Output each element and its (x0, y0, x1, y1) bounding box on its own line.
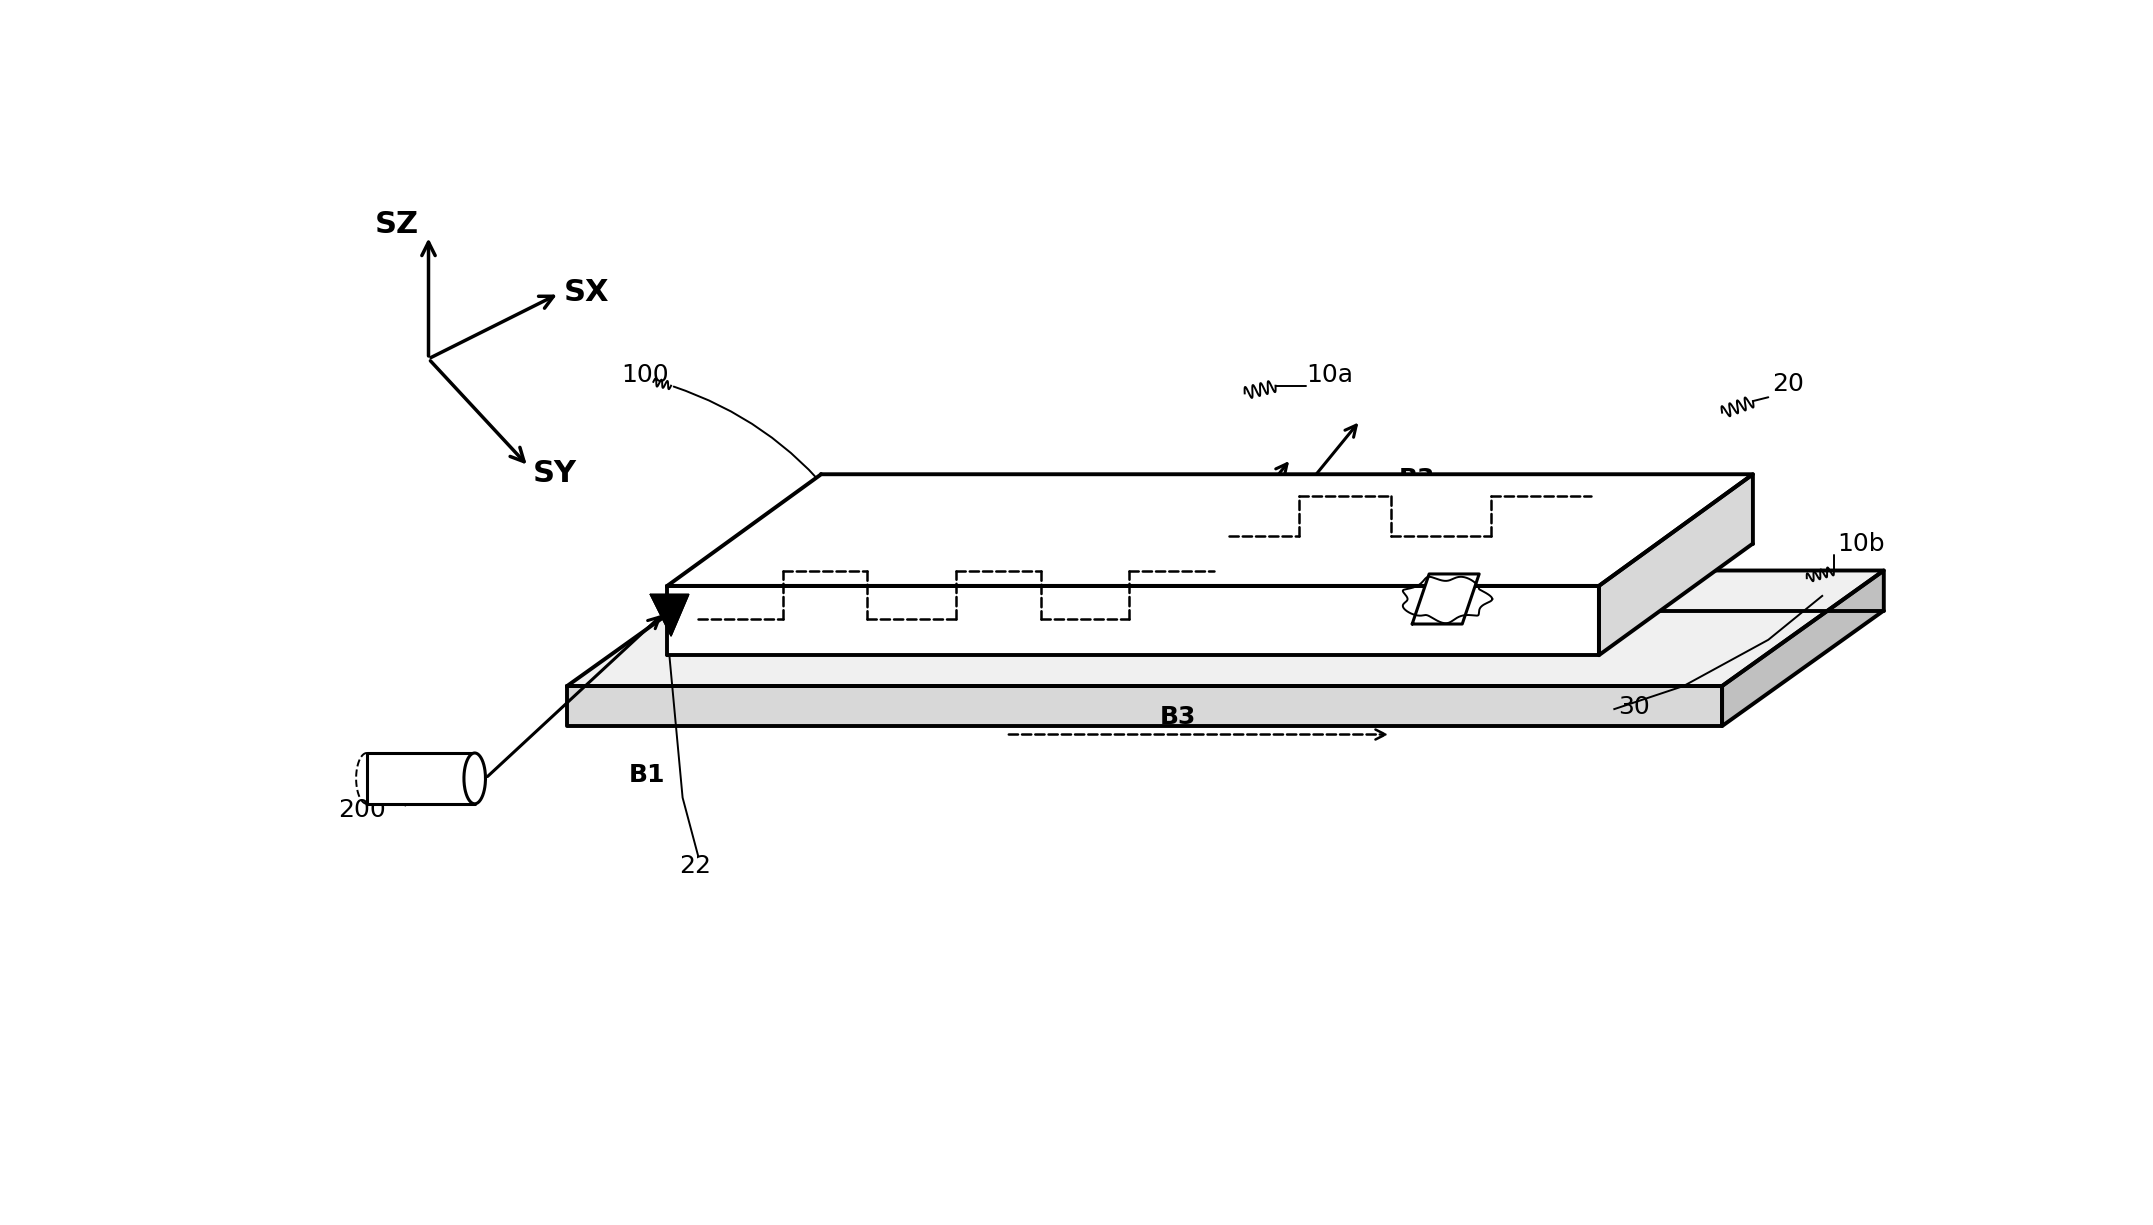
Text: B4: B4 (1582, 600, 1619, 624)
Text: B3: B3 (999, 541, 1036, 566)
Polygon shape (1600, 474, 1753, 655)
Polygon shape (650, 594, 689, 636)
Text: B3: B3 (911, 490, 945, 514)
Text: SY: SY (532, 459, 577, 488)
Text: 20: 20 (1772, 372, 1804, 396)
Text: 22: 22 (678, 854, 710, 878)
Polygon shape (366, 753, 474, 804)
Text: B3: B3 (1399, 467, 1436, 491)
Polygon shape (463, 753, 484, 804)
Text: B3: B3 (814, 541, 850, 566)
Text: 10a: 10a (1307, 363, 1354, 387)
Text: 30: 30 (1619, 696, 1649, 719)
Text: SX: SX (564, 278, 609, 307)
Text: 200: 200 (338, 797, 385, 822)
Polygon shape (667, 586, 1600, 655)
Polygon shape (566, 686, 1722, 726)
Text: B3: B3 (1083, 490, 1120, 514)
Polygon shape (1722, 571, 1884, 726)
Text: B2: B2 (766, 628, 803, 653)
Polygon shape (667, 474, 1753, 586)
Polygon shape (1412, 575, 1479, 624)
Text: B3: B3 (1292, 571, 1326, 595)
Text: SZ: SZ (375, 211, 418, 239)
Text: 100: 100 (620, 363, 670, 387)
Text: B3: B3 (1160, 706, 1197, 730)
Text: B1: B1 (629, 763, 665, 788)
Text: 10b: 10b (1839, 532, 1886, 556)
Text: B3: B3 (1391, 571, 1427, 595)
Polygon shape (566, 571, 1884, 686)
